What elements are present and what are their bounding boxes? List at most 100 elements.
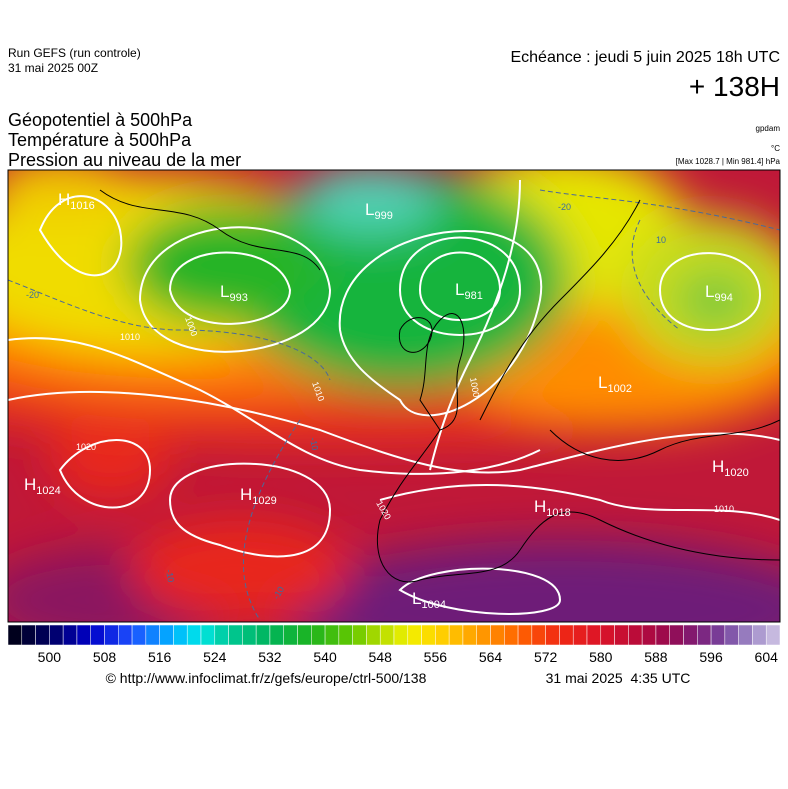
colorbar-tick-label: 548 [369,649,393,665]
colorbar-tick-label: 596 [699,649,723,665]
center-type: L [598,373,607,392]
colorbar-tick-label: 500 [38,649,62,665]
center-value: 1002 [607,383,631,395]
colorbar-box [49,624,64,646]
colorbar-tick-label: 508 [93,649,117,665]
center-value: 1029 [252,495,276,507]
colorbar-tick-label: 556 [424,649,448,665]
colorbar-box [269,624,284,646]
colorbar-box [324,624,340,646]
isobar-label: 1010 [714,504,734,514]
colorbar-box [90,624,105,646]
map-frame [7,169,781,623]
center-value: 1020 [724,467,748,479]
pressure-center: L981 [455,280,483,302]
colorbar-box [338,624,353,646]
colorbar-box [407,624,422,646]
colorbar-box [7,624,23,646]
center-value: 1016 [70,200,94,212]
colorbar-tick-label: 540 [313,649,337,665]
colorbar-box [600,624,615,646]
colorbar-tick-label: 532 [258,649,282,665]
colorbar-box [200,624,216,646]
map: H1016 L999 L993 L981 L994 L1002 H1024 H1… [8,170,780,622]
center-type: H [24,475,36,494]
field: Pression au niveau de la mer [8,150,241,170]
colorbar-box [173,624,188,646]
colorbar-box [462,624,477,646]
colorbar-box [228,624,243,646]
colorbar-box [76,624,91,646]
pressure-center: H1029 [240,485,277,507]
center-type: L [220,282,229,301]
height-field [8,170,780,622]
colorbar-box [765,624,781,646]
colorbar-box [697,624,712,646]
contour-labels: 1000 1010 1020 1020 1000 1010 1010 -20 -… [26,202,734,601]
center-value: 1004 [421,599,445,611]
isotherm-label: -20 [558,202,571,212]
pressure-center: H1016 [58,190,95,212]
isobars [8,179,780,615]
field: Géopotentiel à 500hPa [8,110,193,130]
colorbar-box [710,624,726,646]
colorbar-box [435,624,450,646]
center-value: 1018 [546,507,570,519]
colorbar: 500 508 516 524 532 540 548 556 564 572 580 588 596 6… [7,624,781,665]
center-type: L [705,282,714,301]
center-type: L [412,589,421,608]
colorbar-box [641,624,657,646]
colorbar-box [297,624,312,646]
colorbar-box [683,624,698,646]
center-type: H [712,457,724,476]
pressure-center: H1018 [534,497,571,519]
colorbar-box [655,624,670,646]
source: © http://www.infoclimat.fr/z/gefs/europe… [106,670,427,686]
pressure-center: L993 [220,282,248,304]
colorbar-box [669,624,684,646]
colorbar-box [504,624,519,646]
center-value: 1024 [36,485,60,497]
colorbar-box [214,624,229,646]
colorbar-box [545,624,560,646]
colorbar-tick-label: 580 [589,649,613,665]
pressure-center: H1024 [24,475,61,497]
colorbar-box [255,624,271,646]
colorbar-box [21,624,36,646]
colorbar-box [572,624,588,646]
center-value: 981 [464,290,482,302]
colorbar-tick-label: 588 [644,649,668,665]
colorbar-box [531,624,546,646]
colorbar-box [517,624,533,646]
colorbar-box [186,624,202,646]
center-value: 999 [374,210,392,222]
center-type: H [240,485,252,504]
colorbar-box [104,624,119,646]
isobar-label: 1010 [120,332,140,342]
colorbar-tick-label: 604 [755,649,779,665]
isotherms [8,189,780,621]
colorbar-box [159,624,174,646]
colorbar-tick-label: 524 [203,649,227,665]
colorbar-tick-label: 572 [534,649,558,665]
isotherm-label: -20 [26,290,39,300]
colorbar-box [145,624,160,646]
pressure-center: L1004 [412,589,446,611]
colorbar-box [490,624,505,646]
pressure-center: H1020 [712,457,749,479]
pressure-center: L1002 [598,373,632,395]
colorbar-box [476,624,491,646]
colorbar-box [311,624,326,646]
center-value: 993 [229,292,247,304]
colorbar-box [421,624,436,646]
colorbar-box [35,624,50,646]
colorbar-box [118,624,133,646]
center-type: L [455,280,464,299]
colorbar-box [752,624,767,646]
generated: 31 mai 2025 4:35 UTC [546,670,691,686]
isotherm-label: -10 [308,437,320,452]
field: Température à 500hPa [8,130,192,150]
colorbar-box [393,624,409,646]
colorbar-box [352,624,367,646]
colorbar-box [62,624,78,646]
